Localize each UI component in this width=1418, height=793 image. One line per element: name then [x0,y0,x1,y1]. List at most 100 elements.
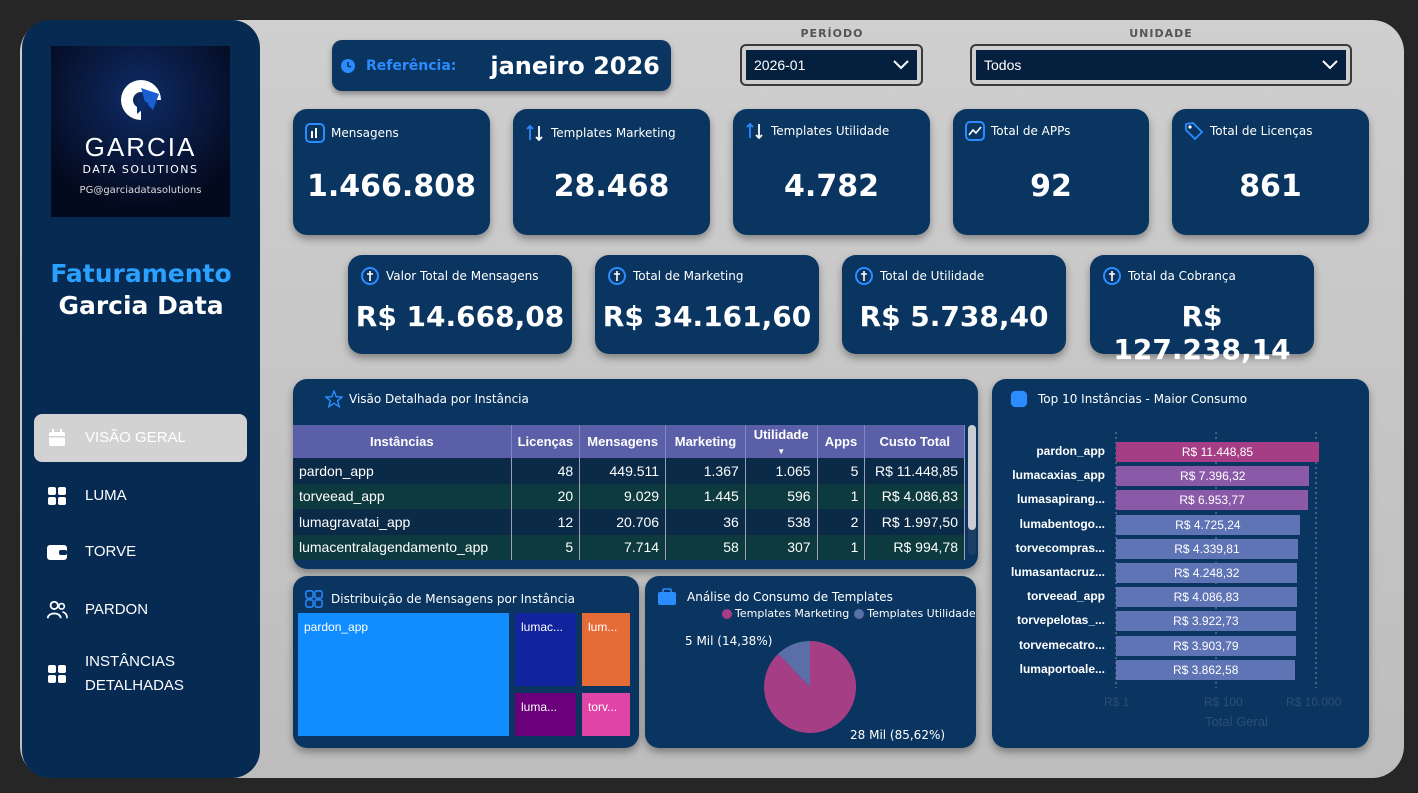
cell-custo-total: R$ 1.997,50 [864,509,965,535]
nav-luma[interactable]: LUMA [34,472,247,520]
bar[interactable]: R$ 4.339,81 [1116,538,1298,559]
cell-mensagens: 20.706 [579,509,667,535]
nav-label: VISÃO GERAL [85,429,186,446]
cell-instancia: pardon_app [293,458,512,484]
bar[interactable]: R$ 4.248,32 [1116,563,1298,583]
table-row[interactable]: lumagravatai_app 12 20.706 36 538 2 R$ 1… [293,509,965,535]
column-header[interactable]: Instâncias [293,425,512,458]
bar[interactable]: R$ 6.953,77 [1116,490,1309,511]
detail-table: Instâncias Licenças Mensagens Marketing … [293,425,965,560]
cell-instancia: lumacentralagendamento_app [293,534,512,560]
kpi-value: R$ 127.238,14 [1113,300,1291,366]
nav-visao-geral[interactable]: VISÃO GERAL [34,414,247,462]
legend-swatch [854,608,865,619]
column-header-sorted[interactable]: Utilidade ▼ [745,425,818,458]
chart-icon [305,123,325,143]
cell-marketing: 1.445 [665,483,746,509]
reference-label: Referência: [366,57,457,74]
cell-licencas: 20 [511,483,581,509]
bar-chart-title: Top 10 Instâncias - Maior Consumo [1038,392,1248,406]
treemap-cell[interactable]: lum... [582,613,630,686]
column-header[interactable]: Mensagens [579,425,667,458]
brand-subtitle: Garcia Data [58,291,224,320]
bar[interactable]: R$ 4.725,24 [1116,514,1300,535]
kpi-value: R$ 14.668,08 [355,300,565,333]
logo-title: GARCIA [84,132,197,162]
column-header[interactable]: Apps [817,425,866,458]
x-axis-label: Total Geral [1205,714,1268,729]
scrollbar-thumb[interactable] [968,425,976,530]
nav-pardon[interactable]: PARDON [34,586,247,634]
cell-apps: 1 [817,534,866,560]
table-row[interactable]: torveead_app 20 9.029 1.445 596 1 R$ 4.0… [293,483,965,509]
x-tick-label: R$ 1 [1104,695,1130,709]
bar-category-label: torveead_app [1026,589,1105,604]
cell-licencas: 5 [511,534,581,560]
bar-category-label: lumaportoale... [1019,661,1105,676]
grid-icon [46,663,68,685]
coin-icon [855,267,873,285]
bar[interactable]: R$ 3.922,73 [1116,611,1296,632]
company-logo: GARCIA DATA SOLUTIONS PG@garciadatasolut… [51,46,230,217]
table-row[interactable]: pardon_app 48 449.511 1.367 1.065 5 R$ 1… [293,458,965,484]
cell-apps: 2 [817,509,866,535]
table-scrollbar[interactable] [968,425,976,555]
kpi-total-apps: Total de APPs 92 [953,109,1149,235]
unidade-value: Todos [984,57,1022,73]
treemap-cell[interactable]: lumac... [515,613,576,686]
cell-utilidade: 307 [745,534,818,560]
cell-custo-total: R$ 994,78 [864,534,965,560]
unidade-select[interactable]: Todos [970,44,1352,86]
treemap-panel: Distribuição de Mensagens por Instância … [293,576,639,748]
coin-icon [1103,267,1121,285]
bar[interactable]: R$ 11.448,85 [1116,442,1319,462]
unidade-label: UNIDADE [1129,27,1193,40]
treemap-cell[interactable]: pardon_app [298,613,509,736]
bar[interactable]: R$ 3.862,58 [1116,659,1296,680]
kpi-value: 1.466.808 [307,169,476,204]
kpi-total-cobranca: Total da Cobrança R$ 127.238,14 [1090,255,1314,366]
tag-icon [1185,122,1204,141]
column-header[interactable]: Custo Total [864,425,965,458]
kpi-label: Total de Marketing [633,269,744,283]
clock-icon [341,58,355,73]
logo-subtitle: DATA SOLUTIONS [82,163,199,176]
pie-label-utilidade: 5 Mil (14,38%) [685,634,773,648]
kpi-label: Templates Marketing [551,126,676,140]
briefcase-icon [658,588,676,605]
nav-instancias-detalhadas[interactable]: INSTÂNCIAS DETALHADAS [34,648,247,700]
nav-torve[interactable]: TORVE [34,528,247,576]
kpi-mensagens: Mensagens 1.466.808 [293,109,490,235]
bar[interactable]: R$ 3.903,79 [1116,635,1296,656]
cell-instancia: lumagravatai_app [293,509,512,535]
treemap-cell[interactable]: luma... [515,693,576,736]
kpi-total-marketing: Total de Marketing R$ 34.161,60 [595,255,819,354]
periodo-select[interactable]: 2026-01 [740,44,923,86]
legend-item[interactable]: Templates Marketing [735,607,850,620]
kpi-value: R$ 34.161,60 [602,300,812,333]
kpi-value: 861 [1239,169,1302,204]
treemap-title: Distribuição de Mensagens por Instância [331,592,575,606]
x-tick-label: R$ 10.000 [1286,695,1342,709]
pie-slice-marketing[interactable] [764,641,857,733]
table-row[interactable]: lumacentralagendamento_app 5 7.714 58 30… [293,534,965,560]
bar[interactable]: R$ 7.396,32 [1116,466,1310,487]
cell-mensagens: 9.029 [579,483,667,509]
bar-category-label: lumasapirang... [1016,492,1105,507]
templates-pie [764,641,857,733]
kpi-label: Valor Total de Mensagens [386,269,539,283]
logo-email: PG@garciadatasolutions [79,185,202,196]
grid-icon [46,485,68,507]
cell-marketing: 1.367 [665,458,746,484]
table-title: Visão Detalhada por Instância [349,392,529,406]
column-header[interactable]: Marketing [665,425,746,458]
treemap-cell[interactable]: torv... [582,693,630,736]
column-header[interactable]: Licenças [511,425,581,458]
cell-licencas: 12 [511,509,581,535]
cell-custo-total: R$ 11.448,85 [864,458,965,484]
legend-item[interactable]: Templates Utilidade [867,607,976,620]
column-header-label: Utilidade [753,426,809,442]
pie-slice-utilidade[interactable] [778,641,810,687]
chevron-down-icon [893,60,909,70]
bar[interactable]: R$ 4.086,83 [1116,587,1297,608]
